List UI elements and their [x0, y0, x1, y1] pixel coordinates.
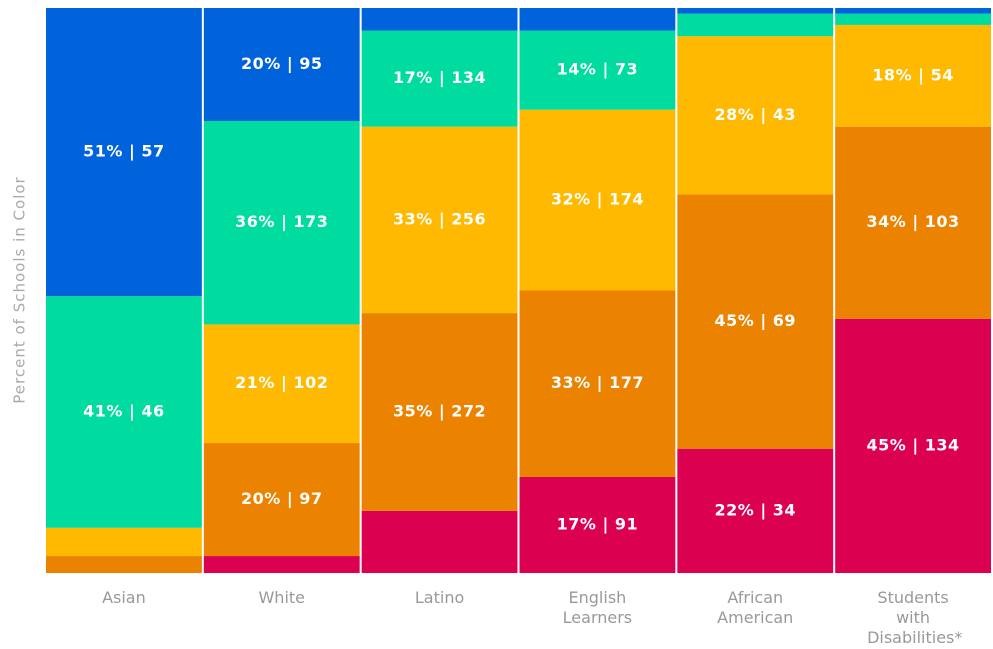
data-label: 33% | 177: [551, 373, 644, 393]
bar-segment: [519, 30, 676, 110]
data-label: 17% | 91: [557, 514, 639, 534]
data-label: 20% | 97: [241, 489, 323, 509]
data-label: 33% | 256: [393, 209, 486, 229]
bar-segment: [519, 476, 676, 573]
bar-segment: [835, 126, 991, 319]
bar-segment: [519, 8, 676, 31]
data-label: 21% | 102: [235, 373, 328, 393]
data-label: 20% | 95: [241, 54, 323, 74]
bar-segment: [361, 30, 518, 127]
bar-segment: [677, 13, 834, 37]
data-label: 28% | 43: [714, 105, 796, 125]
bar-segment: [835, 318, 991, 573]
bar-segment: [677, 194, 834, 449]
bar-segment: [519, 290, 676, 477]
bar-segment: [835, 24, 991, 127]
bar-segment: [361, 126, 518, 314]
data-label: 45% | 134: [866, 435, 959, 455]
data-label: 36% | 173: [235, 212, 328, 232]
bar-segment: [46, 527, 202, 557]
x-tick-label: Latino: [414, 588, 465, 607]
bar-segment: [46, 296, 202, 528]
x-tick-label: White: [258, 588, 306, 607]
bar-segment: [361, 313, 518, 511]
bar-segment: [677, 36, 834, 195]
bar-segment: [361, 8, 518, 31]
bar-segment: [46, 556, 202, 573]
data-label: 51% | 57: [83, 142, 165, 162]
y-axis-title: Percent of Schools in Color: [11, 176, 29, 403]
x-tick-label: English Learners: [562, 588, 633, 627]
bar-segment: [203, 556, 360, 573]
data-label: 17% | 134: [393, 68, 486, 88]
bar-segment: [677, 448, 834, 573]
data-label: 18% | 54: [872, 65, 954, 85]
data-label: 41% | 46: [83, 401, 165, 421]
bar-segment: [519, 109, 676, 291]
bar-segment: [677, 8, 834, 14]
x-tick-label: African American: [717, 588, 794, 627]
bar-segment: [203, 8, 360, 121]
bar-segment: [203, 443, 360, 557]
bar-segment: [46, 8, 202, 297]
bar-segment: [203, 121, 360, 325]
bar-segment: [203, 324, 360, 444]
data-label: 22% | 34: [714, 500, 796, 520]
data-label: 34% | 103: [866, 212, 959, 232]
bar-segment: [835, 8, 991, 14]
bar-segment: [835, 13, 991, 25]
x-tick-label: Asian: [102, 588, 146, 607]
data-label: 32% | 174: [551, 190, 644, 210]
bar-segment: [361, 510, 518, 573]
data-label: 35% | 272: [393, 401, 486, 421]
x-tick-label: Students with Disabilities*: [867, 588, 963, 647]
data-label: 45% | 69: [714, 311, 796, 331]
data-label: 14% | 73: [557, 60, 639, 80]
